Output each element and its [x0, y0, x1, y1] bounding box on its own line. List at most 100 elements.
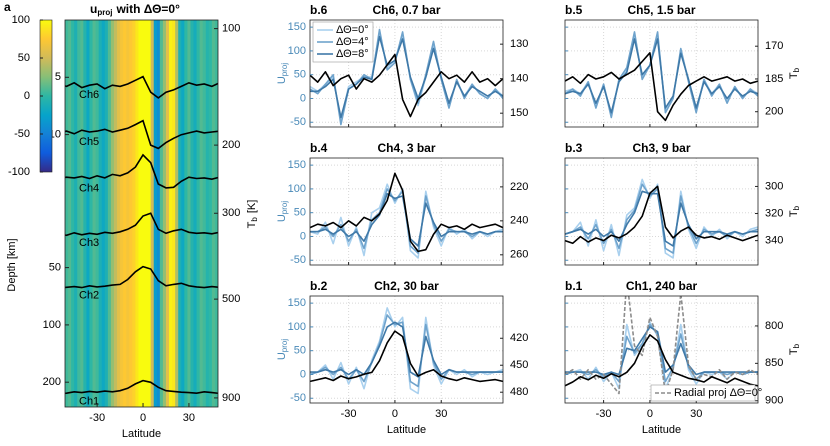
plot-area: [310, 172, 503, 259]
channel-curve: [65, 153, 218, 189]
series-line: [565, 190, 758, 247]
heat-cell: [129, 20, 133, 407]
legend-label: ΔΘ=0°: [336, 24, 369, 36]
heat-cell: [202, 20, 207, 407]
heat-cell: [86, 20, 91, 407]
plot-area: [310, 28, 503, 126]
y-tick-label: -50: [290, 254, 306, 266]
legend-box: [650, 384, 756, 402]
y-tick-label: 50: [294, 345, 306, 357]
heat-cell: [74, 20, 78, 407]
heat-cell: [92, 20, 97, 407]
y2-tick-label: 420: [510, 332, 528, 344]
y2-axis-label-sub: b: [792, 343, 801, 348]
panel-title-base: u: [90, 2, 97, 16]
heat-cell: [199, 20, 204, 407]
heat-cell: [98, 20, 103, 407]
y2-axis-label: Tb: [788, 343, 801, 355]
y2-tick-label: 900: [765, 395, 783, 407]
heat-cell: [138, 20, 143, 407]
axes-frame: [564, 19, 759, 128]
y2-axis-label-rest: [K]: [246, 200, 258, 213]
heat-cell: [193, 20, 198, 407]
x-tick-label: 30: [183, 412, 195, 424]
x-tick-label: 30: [690, 408, 702, 420]
panel-title: Ch3, 9 bar: [632, 141, 690, 155]
heat-cell: [141, 20, 146, 407]
y2-tick-label: 200: [765, 106, 783, 118]
y-axis-label: Depth [km]: [6, 238, 18, 291]
y-tick-label: 0: [300, 368, 306, 380]
heat-cell: [95, 20, 100, 407]
y-tick-label: 150: [288, 297, 306, 309]
y-tick-label: 50: [294, 69, 306, 81]
heat-cell: [113, 20, 118, 407]
colorbar-tick-label: 100: [12, 14, 30, 26]
plot-area: [565, 296, 758, 395]
channel-label: Ch3: [79, 237, 99, 249]
y2-axis-label: Tb [K]: [246, 200, 259, 229]
y-tick-label: 0: [300, 92, 306, 104]
axes-frame: [309, 157, 504, 266]
y2-tick-label: 185: [765, 73, 783, 85]
panel-title-sub: proj: [97, 8, 112, 17]
y2-tick-label: 900: [222, 392, 240, 404]
heat-cell: [135, 20, 140, 407]
heat-cell: [132, 20, 136, 407]
y-axis-label: Uproj: [276, 201, 289, 223]
panel-title: Ch6, 0.7 bar: [372, 3, 440, 17]
y2-tick-label: 150: [510, 107, 528, 119]
channel-label: Ch1: [79, 395, 99, 407]
heat-cell: [165, 20, 170, 407]
legend-label: ΔΘ=4°: [336, 36, 369, 48]
plot-area: [310, 307, 503, 395]
y2-tick-label: 260: [510, 249, 528, 261]
heat-cell: [120, 20, 124, 407]
heat-cell: [123, 20, 127, 407]
plot-area: [565, 31, 758, 122]
channel-curve: [65, 119, 218, 150]
heat-cell: [144, 20, 149, 407]
series-line: [565, 185, 758, 245]
panel-label: b.3: [565, 141, 583, 155]
heat-cell: [89, 20, 94, 407]
series-line: [565, 52, 758, 122]
y-tick-label: 150: [288, 21, 306, 33]
panel-title-rest: with ΔΘ=0°: [115, 2, 180, 16]
heat-cell: [150, 20, 155, 407]
y-axis-label-sub: proj: [280, 339, 289, 353]
y-tick-label: 5: [55, 71, 61, 83]
y2-tick-label: 480: [510, 386, 528, 398]
x-axis-label: Latitude: [387, 424, 426, 436]
heat-cell: [211, 20, 216, 407]
channel-label: Ch6: [79, 89, 99, 101]
y-tick-label: 100: [288, 183, 306, 195]
colorbar-tick-label: -100: [8, 166, 30, 178]
y-axis-label-base: U: [276, 214, 288, 222]
y2-tick-label: 300: [222, 207, 240, 219]
y2-tick-label: 170: [765, 40, 783, 52]
panel-title: uproj with ΔΘ=0°: [90, 2, 180, 17]
heat-cell: [159, 20, 164, 407]
y-axis-label-base: U: [276, 76, 288, 84]
x-tick-label: 0: [140, 412, 146, 424]
heat-cell: [175, 20, 179, 407]
y2-axis-label-sub: b: [250, 217, 259, 222]
heat-cell: [196, 20, 201, 407]
heat-cell: [107, 20, 112, 407]
y2-tick-label: 450: [510, 359, 528, 371]
y-axis-label: Uproj: [276, 63, 289, 85]
heat-cell: [181, 20, 185, 407]
heat-cell: [156, 20, 161, 407]
panel-title: Ch2, 30 bar: [374, 279, 439, 293]
channel-label: Ch2: [79, 290, 99, 302]
heat-cell: [208, 20, 213, 407]
panel-label: b.4: [310, 141, 328, 155]
channel-curve: [65, 75, 218, 99]
panel-label: b.1: [565, 279, 583, 293]
panel-label: b.5: [565, 3, 583, 17]
heat-cell: [153, 20, 158, 407]
axes-frame: [564, 295, 759, 404]
y2-tick-label: 220: [510, 181, 528, 193]
